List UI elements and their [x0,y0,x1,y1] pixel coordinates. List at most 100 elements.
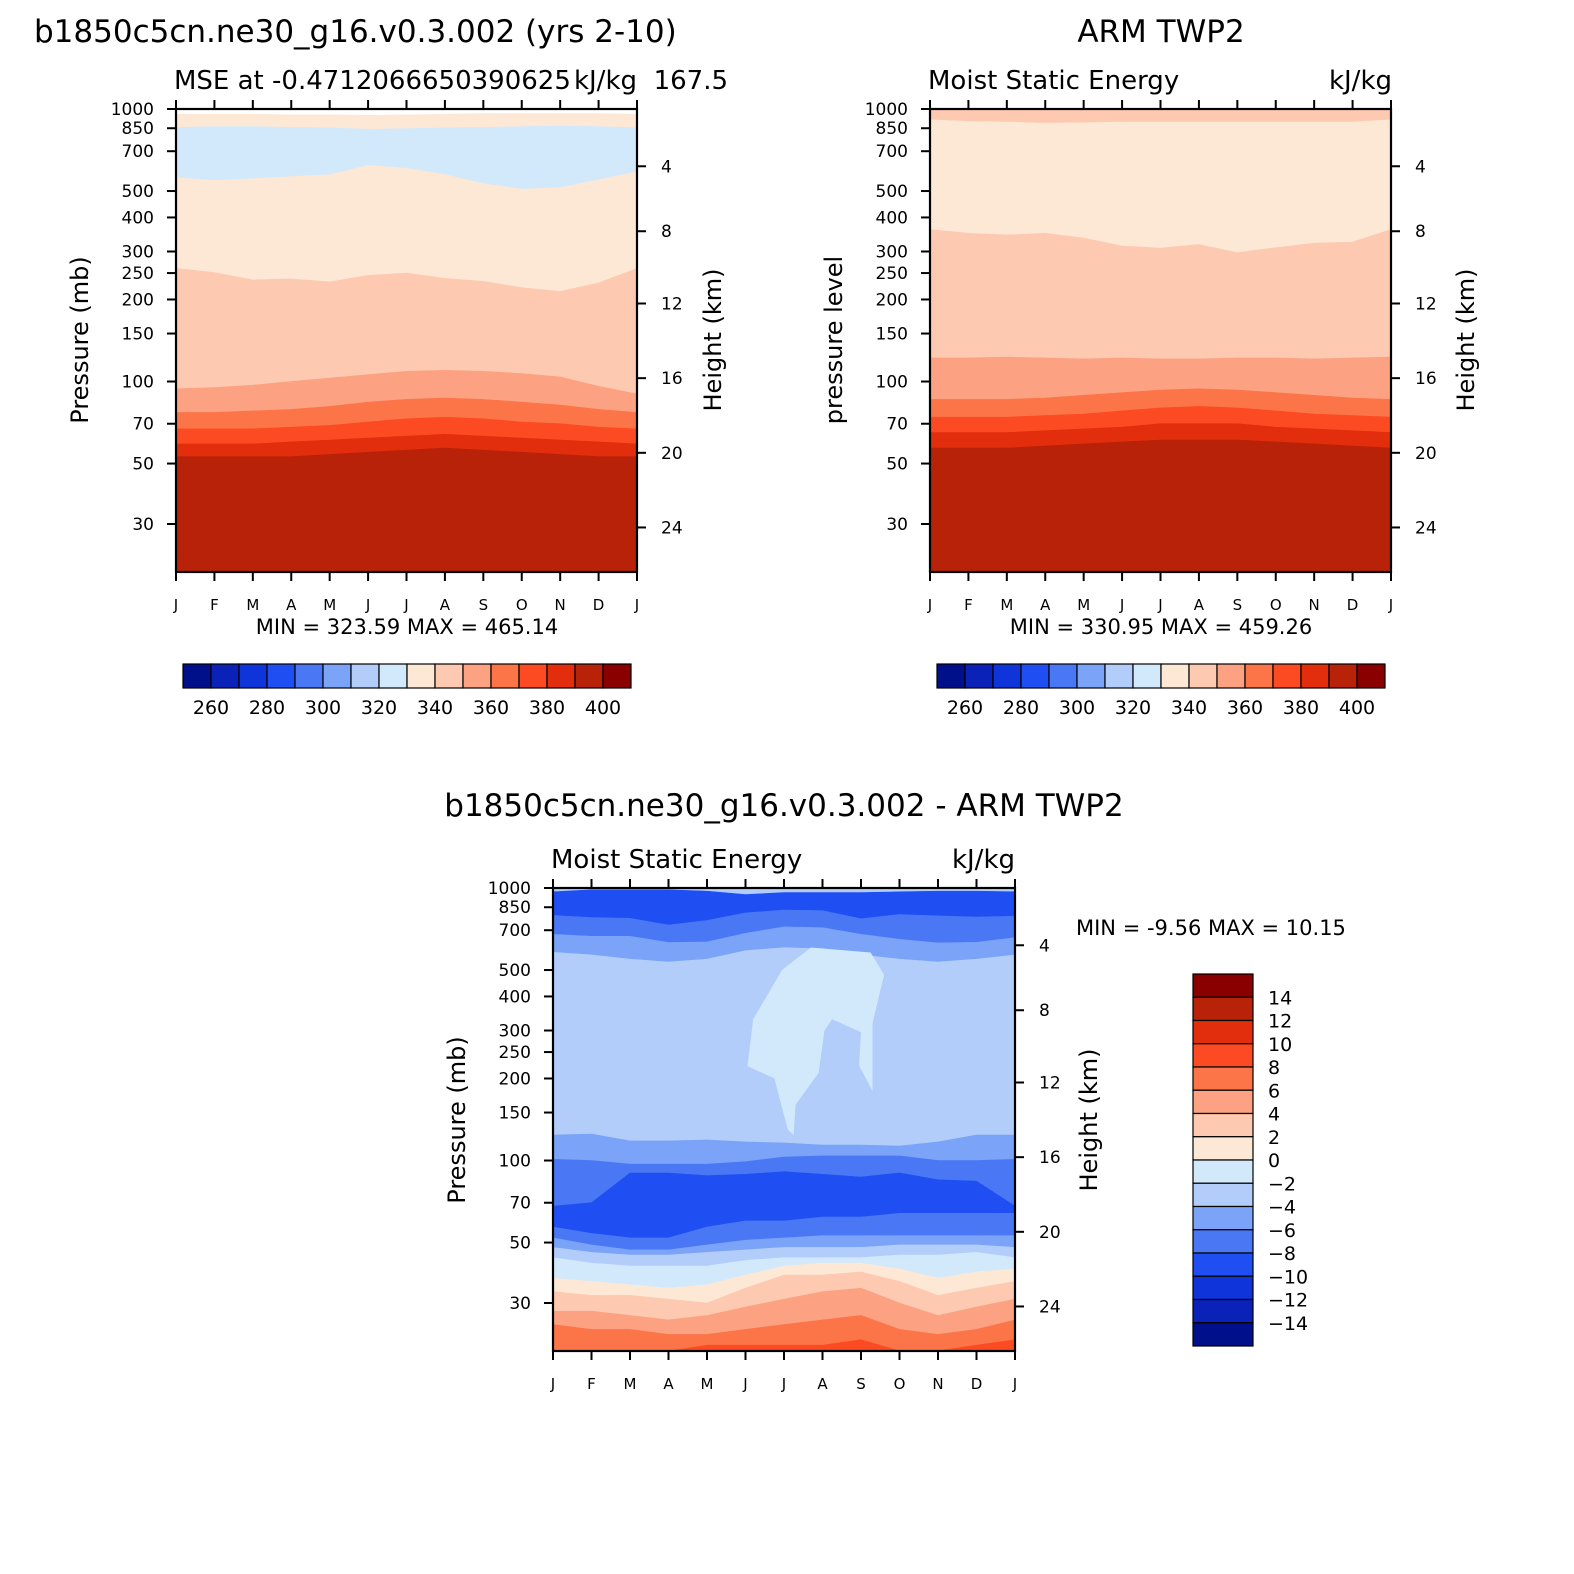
x-tick-label: J [1119,596,1124,614]
colorbar-swatch [294,663,324,689]
panel-diff-stats: MIN = -9.56 MAX = 10.15 [1076,916,1346,940]
colorbar-swatch [490,663,520,689]
x-tick-label: J [634,596,639,614]
x-tick-label: N [1309,596,1320,614]
colorbar-swatch [1192,1159,1254,1184]
y-tick-label: 100 [122,373,154,393]
x-tick-label: J [1012,1375,1017,1393]
y-tick-label: 100 [876,373,908,393]
y-tick-label: 850 [876,119,908,139]
colorbar-swatch [602,663,632,689]
y-tick-label: 250 [122,264,154,284]
y-tick-label: 700 [122,142,154,162]
height-tick-label: 16 [1039,1148,1061,1168]
x-tick-label: S [479,596,489,614]
colorbar-swatch [574,663,604,689]
colorbar-swatch [1192,1229,1254,1254]
panel-model-colorbar: 260 280 300 320 340 360 380 400 [182,663,632,719]
colorbar-label: 280 [249,697,285,719]
x-tick-label: A [817,1375,828,1393]
colorbar-label: −6 [1268,1220,1296,1242]
x-tick-label: A [440,596,451,614]
contour-band [175,447,638,573]
colorbar-swatch [1192,1252,1254,1277]
colorbar-swatch [1192,1322,1254,1347]
colorbar-label: 400 [1339,697,1375,719]
y-tick-label: 1000 [865,100,908,120]
height-tick-label: 16 [661,369,683,389]
panel-model: b1850c5cn.ne30_g16.v0.3.002 (yrs 2-10) M… [34,14,728,719]
y-tick-label: 200 [499,1069,531,1089]
y-tick-label: 700 [499,921,531,941]
x-tick-label: A [663,1375,674,1393]
x-tick-label: F [964,596,973,614]
panel-diff-ylabel-right: Height (km) [1075,1049,1103,1192]
colorbar-swatch [936,663,966,689]
colorbar-swatch [1192,973,1254,998]
y-tick-label: 30 [886,515,908,535]
x-tick-label: D [1347,596,1359,614]
x-tick-label: M [246,596,259,614]
colorbar-swatch [350,663,380,689]
colorbar-swatch [1272,663,1302,689]
y-tick-label: 500 [122,182,154,202]
colorbar-label: 380 [1283,697,1319,719]
colorbar-label: 12 [1268,1011,1292,1033]
colorbar-swatch [992,663,1022,689]
x-tick-label: O [894,1375,906,1393]
colorbar-label: −10 [1268,1266,1308,1288]
y-tick-label: 250 [499,1043,531,1063]
y-tick-label: 300 [122,242,154,262]
x-tick-label: F [210,596,219,614]
colorbar-swatch [1192,1182,1254,1208]
y-tick-label: 30 [509,1294,531,1314]
colorbar-label: 10 [1268,1034,1292,1056]
colorbar-swatch [1192,1275,1254,1301]
x-tick-label: D [971,1375,983,1393]
colorbar-swatch [1328,663,1358,689]
x-tick-label: J [173,596,178,614]
colorbar-label: 2 [1268,1127,1280,1149]
colorbar-swatch [1192,1112,1254,1138]
y-tick-label: 200 [122,290,154,310]
height-tick-label: 4 [1415,157,1426,177]
panel-model-title: b1850c5cn.ne30_g16.v0.3.002 (yrs 2-10) [34,14,677,50]
y-tick-label: 250 [876,264,908,284]
x-tick-label: M [1077,596,1090,614]
colorbar-label: 320 [1115,697,1151,719]
panel-model-subtitle-overlap: 167.5 [654,66,728,96]
colorbar-swatch [182,663,212,689]
colorbar-label: −8 [1268,1243,1296,1265]
colorbar-swatch [1192,996,1254,1022]
colorbar-swatch [1192,1205,1254,1231]
y-tick-label: 150 [876,325,908,345]
height-tick-label: 4 [1039,936,1050,956]
colorbar-label: 280 [1003,697,1039,719]
x-tick-label: O [1270,596,1282,614]
panel-obs-colorbar: 260 280 300 320 340 360 380 400 [936,663,1386,719]
y-tick-label: 50 [132,455,154,475]
height-tick-label: 24 [1039,1297,1061,1317]
colorbar-label: 380 [529,697,565,719]
x-tick-label: J [1388,596,1393,614]
y-tick-label: 50 [886,455,908,475]
x-tick-label: J [1157,596,1162,614]
panel-diff: b1850c5cn.ne30_g16.v0.3.002 - ARM TWP2 M… [443,788,1346,1393]
height-tick-label: 24 [661,518,683,538]
colorbar-swatch [1132,663,1162,689]
x-tick-label: O [516,596,528,614]
colorbar-swatch [546,663,576,689]
x-tick-label: J [742,1375,747,1393]
colorbar-label: −2 [1268,1173,1296,1195]
colorbar-swatch [462,663,492,689]
y-tick-label: 1000 [111,100,154,120]
x-tick-label: J [550,1375,555,1393]
panel-model-ylabel-right: Height (km) [699,269,727,412]
colorbar-label: −4 [1268,1197,1296,1219]
colorbar-label: 6 [1268,1080,1280,1102]
colorbar-label: 260 [947,697,983,719]
x-tick-label: J [403,596,408,614]
x-tick-label: J [365,596,370,614]
colorbar-swatch [1192,1066,1254,1091]
